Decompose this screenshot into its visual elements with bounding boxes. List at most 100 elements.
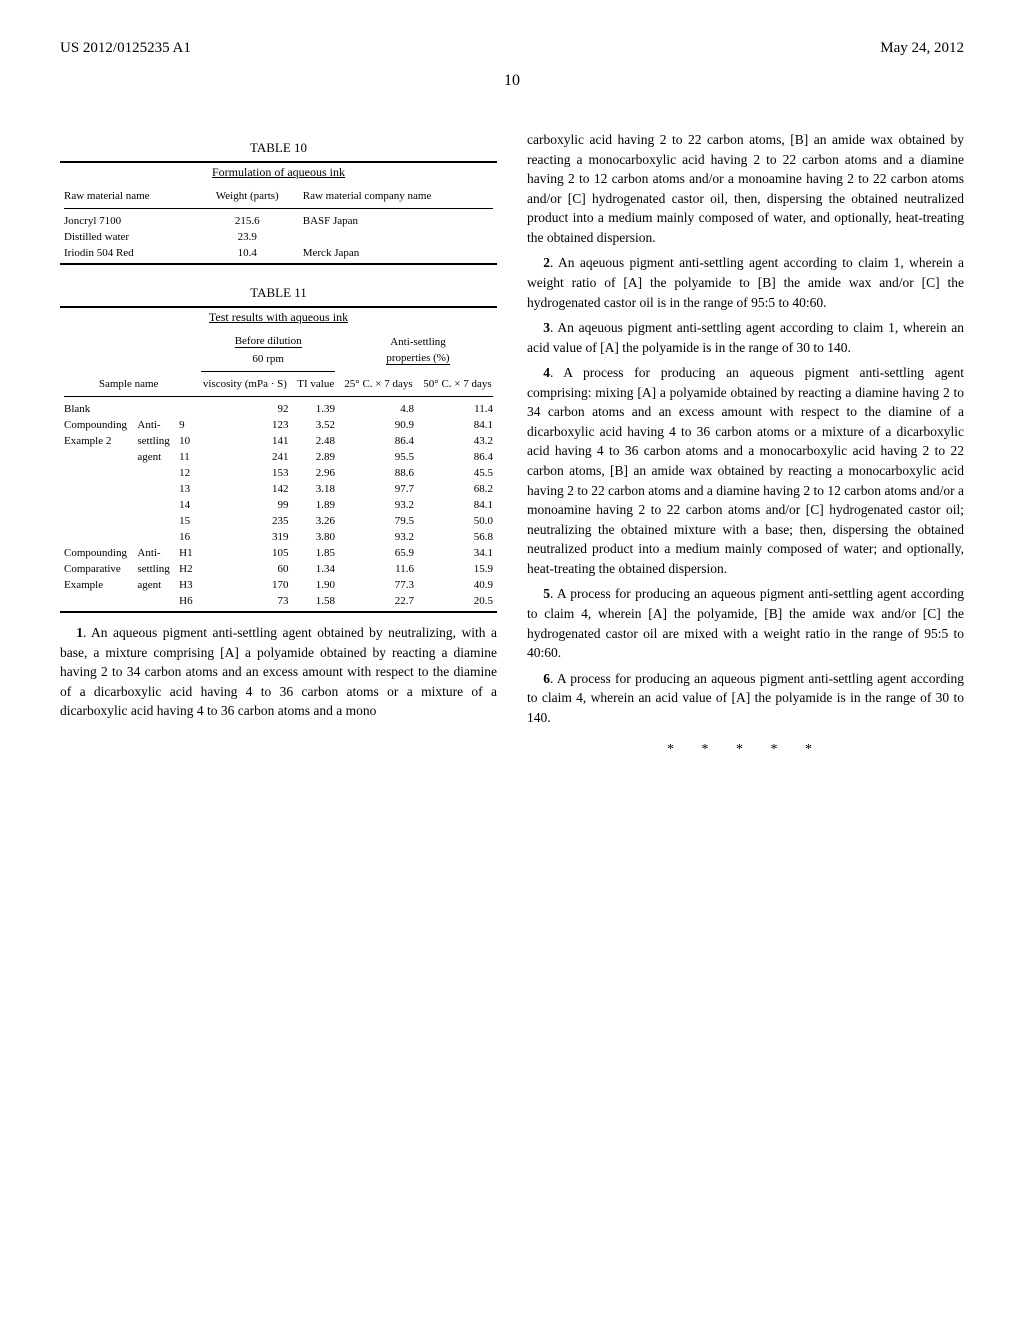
claim-number: 1 <box>76 625 83 640</box>
cell <box>133 481 175 497</box>
cell: 235 <box>197 513 292 529</box>
cell: H6 <box>175 593 197 609</box>
table-row: Iriodin 504 Red 10.4 Merck Japan <box>60 245 497 261</box>
right-column: carboxylic acid having 2 to 22 carbon at… <box>527 120 964 758</box>
cell: 142 <box>197 481 292 497</box>
claim-5: 5. A process for producing an aqueous pi… <box>527 584 964 662</box>
cell: 43.2 <box>418 433 497 449</box>
table10-caption: Formulation of aqueous ink <box>60 165 497 180</box>
cell: 3.80 <box>293 529 339 545</box>
table-row: 152353.2679.550.0 <box>60 513 497 529</box>
rule <box>60 611 497 613</box>
claim-text: . An aqueous pigment anti-settling agent… <box>60 625 497 718</box>
table10-label: TABLE 10 <box>60 140 497 156</box>
table-header-row: Sample name viscosity (mPa · S) TI value… <box>60 376 497 392</box>
cell: Anti- <box>133 545 175 561</box>
rule <box>60 263 497 265</box>
cell: 79.5 <box>339 513 418 529</box>
table-row: ComparativesettlingH2601.3411.615.9 <box>60 561 497 577</box>
cell: 13 <box>175 481 197 497</box>
header-left: US 2012/0125235 A1 <box>60 40 191 57</box>
cell: 123 <box>197 417 292 433</box>
cell <box>133 465 175 481</box>
rule <box>64 396 493 397</box>
cell: Distilled water <box>60 229 196 245</box>
cell: 14 <box>175 497 197 513</box>
cell: 170 <box>197 577 292 593</box>
cell: Example <box>60 577 133 593</box>
cell: H3 <box>175 577 197 593</box>
claim-3: 3. An aqeuous pigment anti-settling agen… <box>527 318 964 357</box>
col-header: Sample name <box>60 376 197 392</box>
table-header-row: Raw material name Weight (parts) Raw mat… <box>60 188 497 204</box>
cell: Blank <box>60 401 133 417</box>
rule <box>60 306 497 308</box>
cell: 73 <box>197 593 292 609</box>
cell: 86.4 <box>339 433 418 449</box>
cell: 153 <box>197 465 292 481</box>
table-row: CompoundingAnti-91233.5290.984.1 <box>60 417 497 433</box>
cell: 11 <box>175 449 197 465</box>
cell: 1.85 <box>293 545 339 561</box>
table-row: Blank921.394.811.4 <box>60 401 497 417</box>
col-header <box>60 333 197 350</box>
cell: H1 <box>175 545 197 561</box>
table-row: H6731.5822.720.5 <box>60 593 497 609</box>
cell: 65.9 <box>339 545 418 561</box>
cell: 11.6 <box>339 561 418 577</box>
col-header: 50° C. × 7 days <box>418 376 497 392</box>
col-header: Weight (parts) <box>196 188 299 204</box>
cell <box>60 593 133 609</box>
cell <box>60 449 133 465</box>
cell: 141 <box>197 433 292 449</box>
cell: Comparative <box>60 561 133 577</box>
cell: 1.34 <box>293 561 339 577</box>
col-header: viscosity (mPa · S) <box>197 376 292 392</box>
cell: 15.9 <box>418 561 497 577</box>
cell: 90.9 <box>339 417 418 433</box>
cell <box>133 401 175 417</box>
cell: 93.2 <box>339 529 418 545</box>
cell: 10 <box>175 433 197 449</box>
cell: 12 <box>175 465 197 481</box>
cell: 97.7 <box>339 481 418 497</box>
cell: 77.3 <box>339 577 418 593</box>
cell: Merck Japan <box>299 245 497 261</box>
cell <box>133 593 175 609</box>
table-row: CompoundingAnti-H11051.8565.934.1 <box>60 545 497 561</box>
cell: agent <box>133 449 175 465</box>
page-number: 10 <box>60 72 964 90</box>
cell <box>175 401 197 417</box>
cell: Compounding <box>60 545 133 561</box>
cell: 3.26 <box>293 513 339 529</box>
cell: agent <box>133 577 175 593</box>
cell: 1.58 <box>293 593 339 609</box>
cell <box>133 497 175 513</box>
cell: 105 <box>197 545 292 561</box>
col-header: Anti-settling <box>339 333 497 350</box>
table11: Before dilution Anti-settling 60 rpm pro… <box>60 333 497 609</box>
cell: Anti- <box>133 417 175 433</box>
cell: 50.0 <box>418 513 497 529</box>
cell: 241 <box>197 449 292 465</box>
cell: 92 <box>197 401 292 417</box>
cell: 319 <box>197 529 292 545</box>
cell: 1.89 <box>293 497 339 513</box>
cell: settling <box>133 433 175 449</box>
col-header: 60 rpm <box>197 350 339 367</box>
end-asterisks: * * * * * <box>527 742 964 758</box>
col-header: Raw material name <box>60 188 196 204</box>
table11-label: TABLE 11 <box>60 285 497 301</box>
cell: 1.39 <box>293 401 339 417</box>
cell: 45.5 <box>418 465 497 481</box>
cell: 93.2 <box>339 497 418 513</box>
table-row: 14991.8993.284.1 <box>60 497 497 513</box>
cell: Compounding <box>60 417 133 433</box>
rule <box>64 208 493 209</box>
cell: 56.8 <box>418 529 497 545</box>
cell: Iriodin 504 Red <box>60 245 196 261</box>
rule <box>60 161 497 163</box>
claim-6: 6. A process for producing an aqueous pi… <box>527 669 964 728</box>
table-row: 121532.9688.645.5 <box>60 465 497 481</box>
col-header: Before dilution <box>197 333 339 350</box>
